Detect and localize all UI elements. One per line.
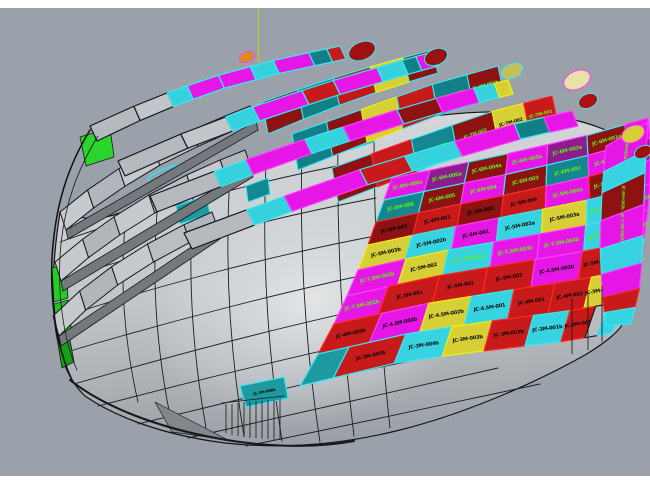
gap-between-stringers bbox=[102, 87, 262, 170]
stringer-side-face-band bbox=[58, 228, 221, 347]
stringer-end-cap[interactable] bbox=[346, 37, 379, 64]
waterline bbox=[245, 383, 541, 447]
stringer-end-cap[interactable] bbox=[619, 122, 648, 147]
frame-line bbox=[264, 161, 283, 442]
frame-line bbox=[300, 150, 321, 443]
hull-bottom-edge bbox=[69, 379, 355, 447]
waterline bbox=[187, 367, 499, 439]
hull-edge-column[interactable] bbox=[603, 306, 636, 327]
keel-fin[interactable] bbox=[154, 401, 229, 441]
frame-line bbox=[227, 173, 245, 437]
stringer-strip[interactable] bbox=[493, 79, 514, 98]
waterline bbox=[59, 267, 399, 355]
stringer-side-face[interactable] bbox=[60, 166, 254, 292]
stringer-end-cap[interactable] bbox=[238, 50, 256, 65]
stringer-strip[interactable] bbox=[543, 110, 579, 133]
model-scene: JC-8M-005aJC-8M-004aJC-8M-003aJC-8M-002a… bbox=[0, 8, 650, 476]
stringer-strip-band bbox=[183, 110, 579, 250]
stringer-side-face[interactable] bbox=[65, 120, 259, 240]
keel-fin-group bbox=[154, 401, 229, 441]
stringer-end-cap[interactable] bbox=[499, 60, 525, 82]
frame-line bbox=[122, 215, 139, 403]
hull-edge-outline bbox=[50, 129, 91, 381]
stringer-side-face[interactable] bbox=[58, 228, 221, 347]
stringer-end-cap[interactable] bbox=[561, 66, 594, 94]
stringer-strip-band bbox=[89, 45, 347, 142]
stringer-end-cap[interactable] bbox=[576, 91, 600, 112]
waterline bbox=[53, 233, 387, 321]
hull-edge-outline bbox=[59, 135, 99, 371]
stringer-strip-band bbox=[149, 79, 514, 213]
stringer-strip-band bbox=[117, 51, 439, 177]
stringer-side-face-band bbox=[65, 120, 259, 240]
keel-hatch-edge bbox=[221, 395, 285, 404]
teal-patch-group bbox=[245, 177, 271, 203]
stringer-end-cap[interactable] bbox=[422, 45, 450, 69]
stringer-side-face-band bbox=[60, 166, 254, 292]
stringer-strip[interactable] bbox=[326, 45, 347, 63]
teal-patch[interactable] bbox=[245, 177, 271, 203]
stringer-end-cap[interactable] bbox=[632, 143, 650, 162]
